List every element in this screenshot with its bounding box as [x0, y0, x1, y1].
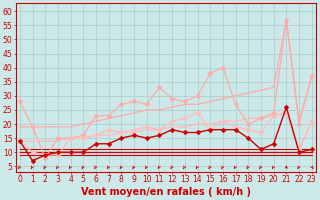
X-axis label: Vent moyen/en rafales ( km/h ): Vent moyen/en rafales ( km/h ) — [81, 187, 251, 197]
